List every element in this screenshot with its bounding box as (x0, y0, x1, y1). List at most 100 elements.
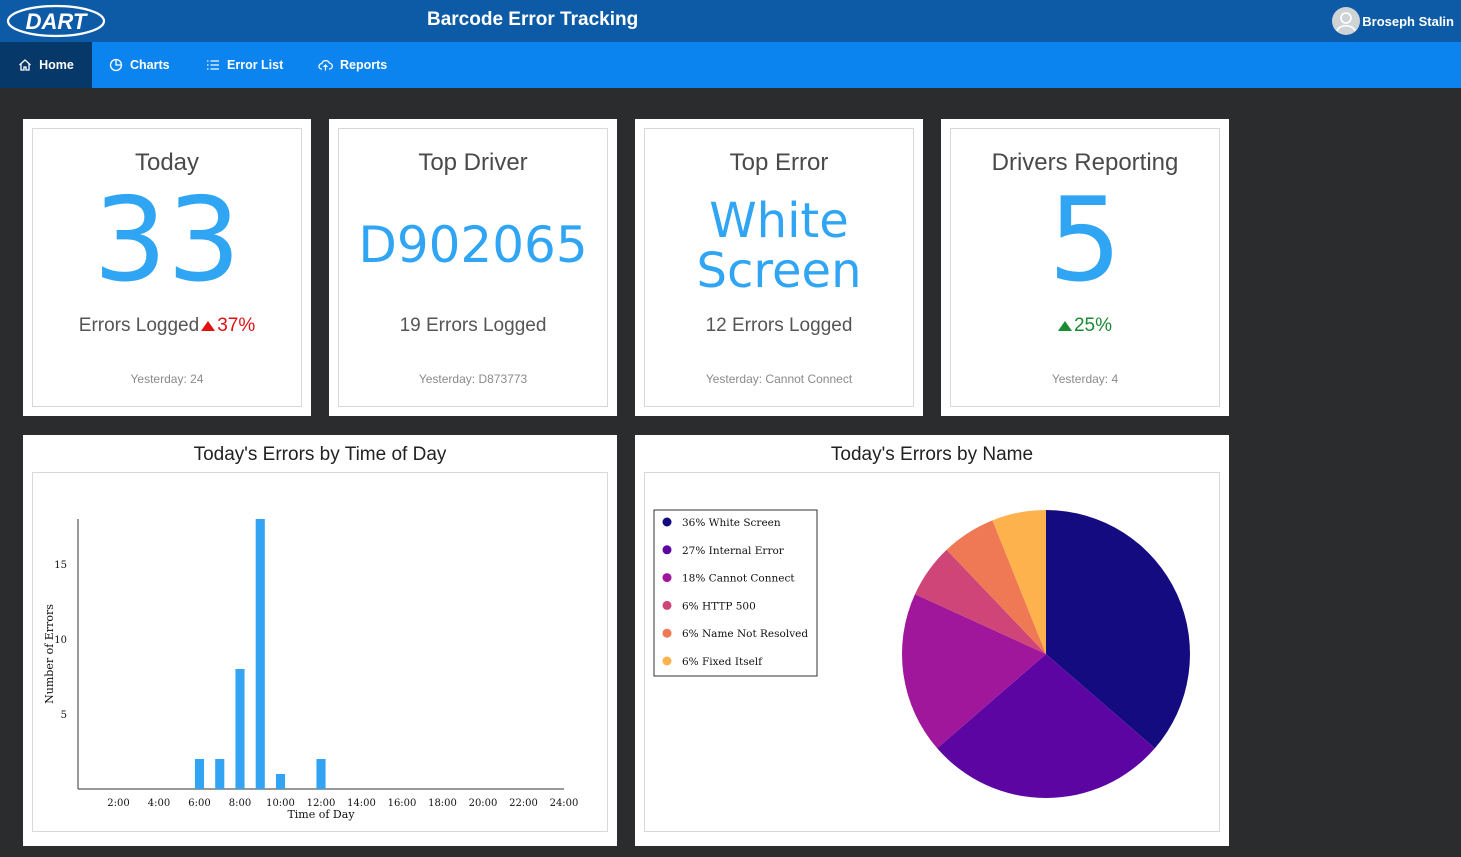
bar (316, 759, 326, 789)
nav-reports-label: Reports (340, 58, 388, 72)
top-error-card: Top Error White Screen 12 Errors Logged … (635, 119, 923, 416)
top-driver-card: Top Driver D902065 19 Errors Logged Yest… (329, 119, 617, 416)
bar-chart-frame: 2:00 4:00 6:00 8:00 10:00 12:00 14:00 16:00 18:0… (32, 472, 608, 832)
pie-slice (946, 520, 1046, 654)
nav-home-label: Home (39, 58, 74, 72)
legend-box (653, 509, 818, 677)
today-sub-label: Errors Logged (78, 315, 200, 336)
top-error-footer: Yesterday: Cannot Connect (705, 372, 853, 386)
app-title: Barcode Error Tracking (427, 9, 639, 30)
x-tick-label: 12:00 (307, 798, 336, 809)
top-error-value-line2: Screen (696, 243, 862, 299)
drivers-reporting-title: Drivers Reporting (991, 149, 1179, 176)
pie-slice (915, 549, 1046, 654)
pie-chart-frame: 36% White Screen 27% Internal Error 18% Ca… (644, 472, 1220, 832)
user-icon (1336, 12, 1357, 32)
dart-logo[interactable]: DART (6, 4, 106, 38)
x-tick-label: 8:00 (229, 798, 251, 809)
logo-text: DART (26, 9, 88, 34)
pie-slice (937, 654, 1155, 798)
x-tick-label: 14:00 (347, 798, 376, 809)
nav-bar: Home Charts Error List Reports (0, 42, 1461, 88)
x-tick-label: 6:00 (188, 798, 210, 809)
top-driver-card-inner: Top Driver D902065 19 Errors Logged Yest… (338, 128, 608, 407)
bar (235, 669, 245, 789)
top-error-title: Top Error (729, 149, 829, 176)
legend-marker (662, 656, 672, 666)
drivers-reporting-card-inner: Drivers Reporting 5 25% Yesterday: 4 (950, 128, 1220, 407)
up-arrow-icon (1057, 321, 1072, 331)
bar (275, 774, 286, 789)
legend-entry: 18% Cannot Connect (682, 573, 795, 585)
drivers-reporting-subline: 25% (951, 315, 1219, 337)
today-footer: Yesterday: 24 (130, 372, 204, 386)
top-driver-value: D902065 (358, 216, 588, 274)
avatar[interactable] (1332, 7, 1361, 35)
list-icon (207, 60, 219, 70)
nav-reports[interactable]: Reports (318, 42, 387, 88)
legend-marker (662, 545, 672, 555)
nav-home[interactable]: Home (0, 42, 92, 88)
top-header: DART Barcode Error Tracking Broseph Stal… (0, 0, 1461, 42)
pie-slice (902, 594, 1046, 749)
top-driver-sub-label: 19 Errors Logged (399, 315, 547, 336)
nav-charts[interactable]: Charts (109, 42, 170, 88)
top-driver-title: Top Driver (418, 149, 528, 176)
x-tick-label: 10:00 (266, 798, 295, 809)
user-name[interactable]: Broseph Stalin (1362, 13, 1454, 29)
legend-entry: 36% White Screen (682, 517, 781, 529)
drivers-reporting-change: 25% (1073, 315, 1113, 336)
top-error-card-inner: Top Error White Screen 12 Errors Logged … (644, 128, 914, 407)
drivers-reporting-value: 5 (1048, 173, 1122, 308)
pie-chart-icon (109, 58, 123, 72)
nav-error-list[interactable]: Error List (206, 42, 283, 88)
bar-chart: 2:00 4:00 6:00 8:00 10:00 12:00 14:00 16:00 18:0… (43, 519, 579, 821)
up-arrow-icon (201, 321, 216, 331)
time-of-day-panel: Today's Errors by Time of Day 2:00 4:00 6:… (23, 435, 617, 846)
today-subline: Errors Logged 37% (33, 315, 301, 337)
legend-entry: 27% Internal Error (682, 545, 785, 557)
legend-marker (662, 517, 672, 527)
x-tick-label: 2:00 (107, 798, 129, 809)
top-error-value-line1: White (709, 193, 849, 249)
top-error-sub-label: 12 Errors Logged (705, 315, 853, 336)
drivers-reporting-footer: Yesterday: 4 (1051, 372, 1119, 386)
nav-charts-label: Charts (130, 58, 170, 72)
y-tick-label: 10 (54, 635, 67, 646)
x-tick-label: 18:00 (428, 798, 457, 809)
drivers-reporting-card: Drivers Reporting 5 25% Yesterday: 4 (941, 119, 1229, 416)
legend-entry: 6% Name Not Resolved (682, 628, 808, 640)
today-card-inner: Today 33 Errors Logged 37% Yesterday: 24 (32, 128, 302, 407)
user-menu[interactable]: Broseph Stalin (1332, 7, 1454, 35)
x-tick-label: 22:00 (509, 798, 538, 809)
pie-slice (992, 510, 1046, 654)
bar (215, 759, 225, 789)
nav-error-list-label: Error List (227, 58, 284, 72)
today-title: Today (134, 149, 200, 176)
pie-chart: 36% White Screen 27% Internal Error 18% Ca… (653, 509, 1190, 798)
pie-slice (1046, 510, 1190, 749)
bar (255, 519, 265, 789)
x-tick-label: 16:00 (388, 798, 417, 809)
cloud-upload-icon (318, 60, 333, 71)
x-tick-label: 24:00 (550, 798, 579, 809)
x-axis-label: Time of Day (287, 808, 355, 821)
bar-chart-title: Today's Errors by Time of Day (193, 444, 447, 465)
y-axis-label: Number of Errors (43, 604, 56, 704)
x-tick-label: 20:00 (469, 798, 498, 809)
y-tick-label: 5 (61, 710, 67, 721)
legend-marker (662, 573, 672, 583)
y-tick-label: 15 (54, 560, 67, 571)
bar (194, 759, 205, 789)
legend-entry: 6% HTTP 500 (682, 600, 756, 612)
today-card: Today 33 Errors Logged 37% Yesterday: 24 (23, 119, 311, 416)
top-driver-footer: Yesterday: D873773 (418, 372, 528, 386)
errors-by-name-panel: Today's Errors by Name 36% White Screen 2… (635, 435, 1229, 846)
legend-marker (662, 600, 672, 610)
legend-entry: 6% Fixed Itself (682, 656, 763, 668)
legend-marker (662, 628, 672, 638)
home-icon (19, 59, 32, 71)
today-value: 33 (93, 173, 241, 308)
pie-chart-title: Today's Errors by Name (830, 444, 1034, 465)
today-change: 37% (217, 315, 256, 336)
